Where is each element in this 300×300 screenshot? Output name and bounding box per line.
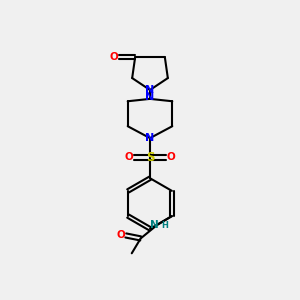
Text: N: N — [146, 92, 154, 102]
Text: O: O — [125, 152, 134, 162]
Text: O: O — [167, 152, 175, 162]
Text: S: S — [146, 151, 154, 164]
Text: O: O — [117, 230, 126, 241]
Text: N: N — [150, 220, 158, 230]
Text: H: H — [161, 220, 168, 230]
Text: N: N — [146, 85, 154, 95]
Text: O: O — [110, 52, 119, 62]
Text: N: N — [146, 133, 154, 143]
